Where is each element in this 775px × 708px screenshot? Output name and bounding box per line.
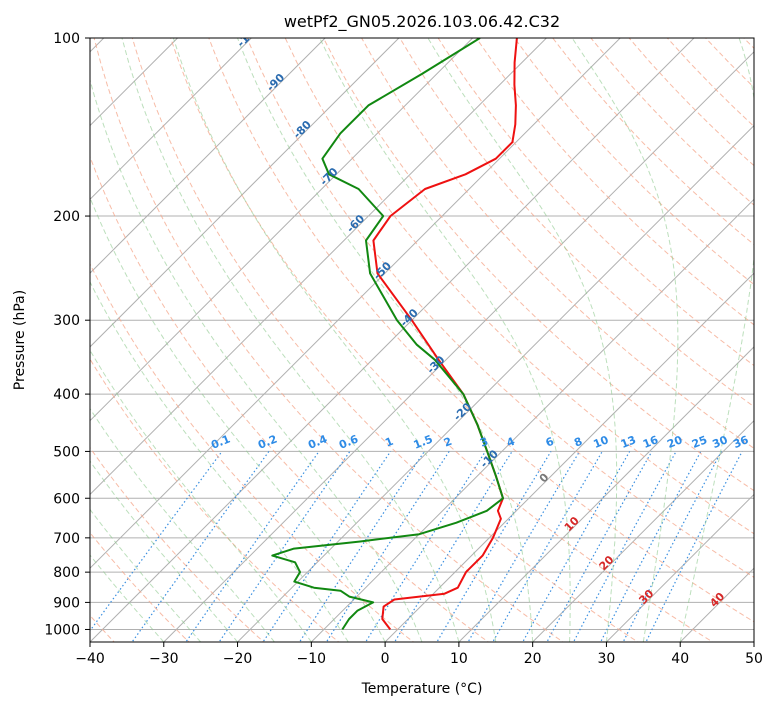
- mixing-ratio-label: 10: [591, 433, 610, 451]
- moist-adiabat: [90, 280, 349, 642]
- x-tick-label: −10: [297, 651, 327, 667]
- y-tick-label: 800: [53, 565, 80, 581]
- mixing-ratio-line: [90, 451, 223, 632]
- mixing-ratio-line: [364, 451, 486, 642]
- dry-adiabat: [475, 38, 754, 326]
- isotherm-label: -100: [234, 21, 263, 50]
- y-tick-label: 700: [53, 531, 80, 547]
- mixing-ratio-label: 36: [731, 433, 750, 451]
- mixing-ratio-line: [185, 451, 320, 642]
- dry-adiabat: [361, 38, 754, 449]
- mixing-ratio-line: [393, 451, 513, 642]
- x-tick-label: −40: [75, 651, 105, 667]
- isotherm-line: [606, 493, 754, 642]
- mixing-ratio-line: [467, 451, 581, 642]
- x-tick-label: 40: [671, 651, 689, 667]
- x-tick-label: −20: [223, 651, 253, 667]
- isotherm-line: [163, 51, 754, 642]
- isotherm-line: [90, 38, 474, 422]
- moist-adiabat: [237, 38, 534, 642]
- moist-adiabat: [90, 460, 238, 642]
- isotherm-line: [458, 346, 754, 642]
- isotherm-line: [90, 38, 547, 496]
- mixing-ratio-label: 8: [572, 435, 584, 450]
- moist-adiabat: [121, 38, 460, 642]
- mixing-ratio-line: [436, 451, 552, 642]
- plot-frame: [89, 37, 755, 643]
- moist-adiabat: [90, 349, 312, 642]
- y-axis-title: Pressure (hPa): [12, 290, 28, 390]
- dry-adiabat: [514, 38, 754, 286]
- x-tick-label: 50: [745, 651, 763, 667]
- moist-adiabat: [90, 407, 275, 642]
- isotherm-line: [384, 272, 754, 642]
- mixing-ratio-line: [599, 451, 702, 642]
- mixing-ratio-line: [218, 451, 351, 642]
- isotherm-line: [90, 38, 252, 201]
- x-tick-label: 20: [524, 651, 542, 667]
- dewpoint-profile: [271, 38, 504, 631]
- y-tick-label: 400: [53, 387, 80, 403]
- y-tick-label: 300: [53, 313, 80, 329]
- mixing-ratio-label: 30: [711, 433, 730, 451]
- dry-adiabat: [399, 38, 754, 408]
- moist-adiabat: [571, 38, 679, 642]
- x-gridlines: [90, 38, 754, 642]
- mixing-ratio-label: 1: [383, 435, 395, 450]
- isotherm-line: [237, 124, 754, 642]
- dry-adiabat: [322, 38, 754, 492]
- x-axis: −40 −30 −20 −10 0 10 20 30 40 50: [75, 642, 763, 667]
- mixing-ratio-lines: [90, 451, 743, 642]
- dry-adiabat: [246, 38, 754, 578]
- dry-adiabat: [90, 531, 190, 642]
- y-tick-label: 900: [53, 595, 80, 611]
- moist-adiabat: [427, 38, 618, 642]
- moist-adiabat: [679, 38, 754, 642]
- y-tick-label: 100: [53, 31, 80, 47]
- mixing-ratio-line: [622, 451, 722, 642]
- isotherm-line: [90, 38, 400, 348]
- dry-adiabat: [284, 38, 754, 535]
- isotherm-line: [90, 38, 621, 569]
- x-tick-label: −30: [149, 651, 179, 667]
- isotherm-line: [90, 38, 326, 274]
- isotherm-line: [532, 419, 754, 642]
- chart-title: wetPf2_GN05.2026.103.06.42.C32: [284, 12, 560, 32]
- mixing-ratio-line: [546, 451, 653, 642]
- sounding-lines: [271, 38, 518, 631]
- dry-adiabat: [90, 446, 265, 642]
- x-tick-label: 0: [381, 651, 390, 667]
- x-tick-label: 10: [450, 651, 468, 667]
- x-axis-title: Temperature (°C): [361, 681, 483, 697]
- mixing-ratio-label: 13: [619, 433, 638, 451]
- mixing-ratio-label: 20: [665, 433, 684, 451]
- y-axis: 1000 900 800 700 600 500 400 300 200 100: [44, 31, 90, 638]
- y-tick-label: 1000: [44, 622, 80, 638]
- mixing-ratio-line: [262, 451, 392, 642]
- moist-adiabat: [319, 38, 571, 642]
- dry-adiabat: [90, 155, 490, 642]
- y-tick-label: 200: [53, 209, 80, 225]
- isobar-gridlines: [90, 38, 754, 630]
- mixing-ratio-line: [325, 451, 450, 642]
- mixing-ratio-label: 25: [690, 433, 709, 451]
- moist-adiabats: [90, 38, 754, 642]
- mixing-ratio-label: 2: [442, 435, 454, 450]
- x-tick-label: 30: [598, 651, 616, 667]
- moist-adiabat: [172, 38, 497, 642]
- dry-adiabat: [131, 38, 639, 642]
- y-tick-label: 600: [53, 491, 80, 507]
- mixing-ratio-label: 3: [478, 435, 490, 450]
- mixing-ratio-label: 16: [641, 433, 660, 451]
- y-tick-label: 500: [53, 444, 80, 460]
- dry-adiabat: [90, 262, 415, 642]
